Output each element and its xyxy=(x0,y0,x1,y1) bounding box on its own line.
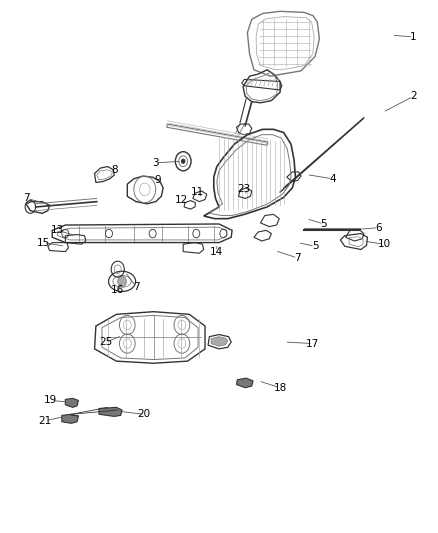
Text: 19: 19 xyxy=(44,395,57,406)
Text: 16: 16 xyxy=(111,286,124,295)
Text: 10: 10 xyxy=(378,239,391,249)
Text: 14: 14 xyxy=(210,247,223,256)
Circle shape xyxy=(118,276,127,287)
Polygon shape xyxy=(62,414,78,423)
Text: 7: 7 xyxy=(133,282,139,292)
Polygon shape xyxy=(65,398,78,407)
Text: 6: 6 xyxy=(375,223,381,233)
Text: 8: 8 xyxy=(111,165,117,175)
Text: 4: 4 xyxy=(329,174,336,184)
Polygon shape xyxy=(237,378,253,387)
Text: 9: 9 xyxy=(155,175,161,185)
Text: 7: 7 xyxy=(24,193,30,204)
Text: 20: 20 xyxy=(138,409,151,419)
Text: 2: 2 xyxy=(410,91,417,101)
Text: 18: 18 xyxy=(273,383,287,393)
Text: 7: 7 xyxy=(294,253,301,263)
Text: 25: 25 xyxy=(100,337,113,347)
Text: 15: 15 xyxy=(37,238,50,247)
Text: 5: 5 xyxy=(312,241,318,251)
Circle shape xyxy=(181,159,185,164)
Text: 3: 3 xyxy=(152,158,159,168)
Text: 12: 12 xyxy=(175,195,188,205)
Text: 13: 13 xyxy=(51,225,64,236)
Text: 11: 11 xyxy=(191,187,204,197)
Text: 5: 5 xyxy=(321,219,327,229)
Text: 1: 1 xyxy=(410,32,417,42)
Text: 17: 17 xyxy=(306,338,319,349)
Polygon shape xyxy=(99,407,122,416)
Polygon shape xyxy=(211,337,228,346)
Text: 23: 23 xyxy=(238,184,251,195)
Text: 21: 21 xyxy=(39,416,52,426)
